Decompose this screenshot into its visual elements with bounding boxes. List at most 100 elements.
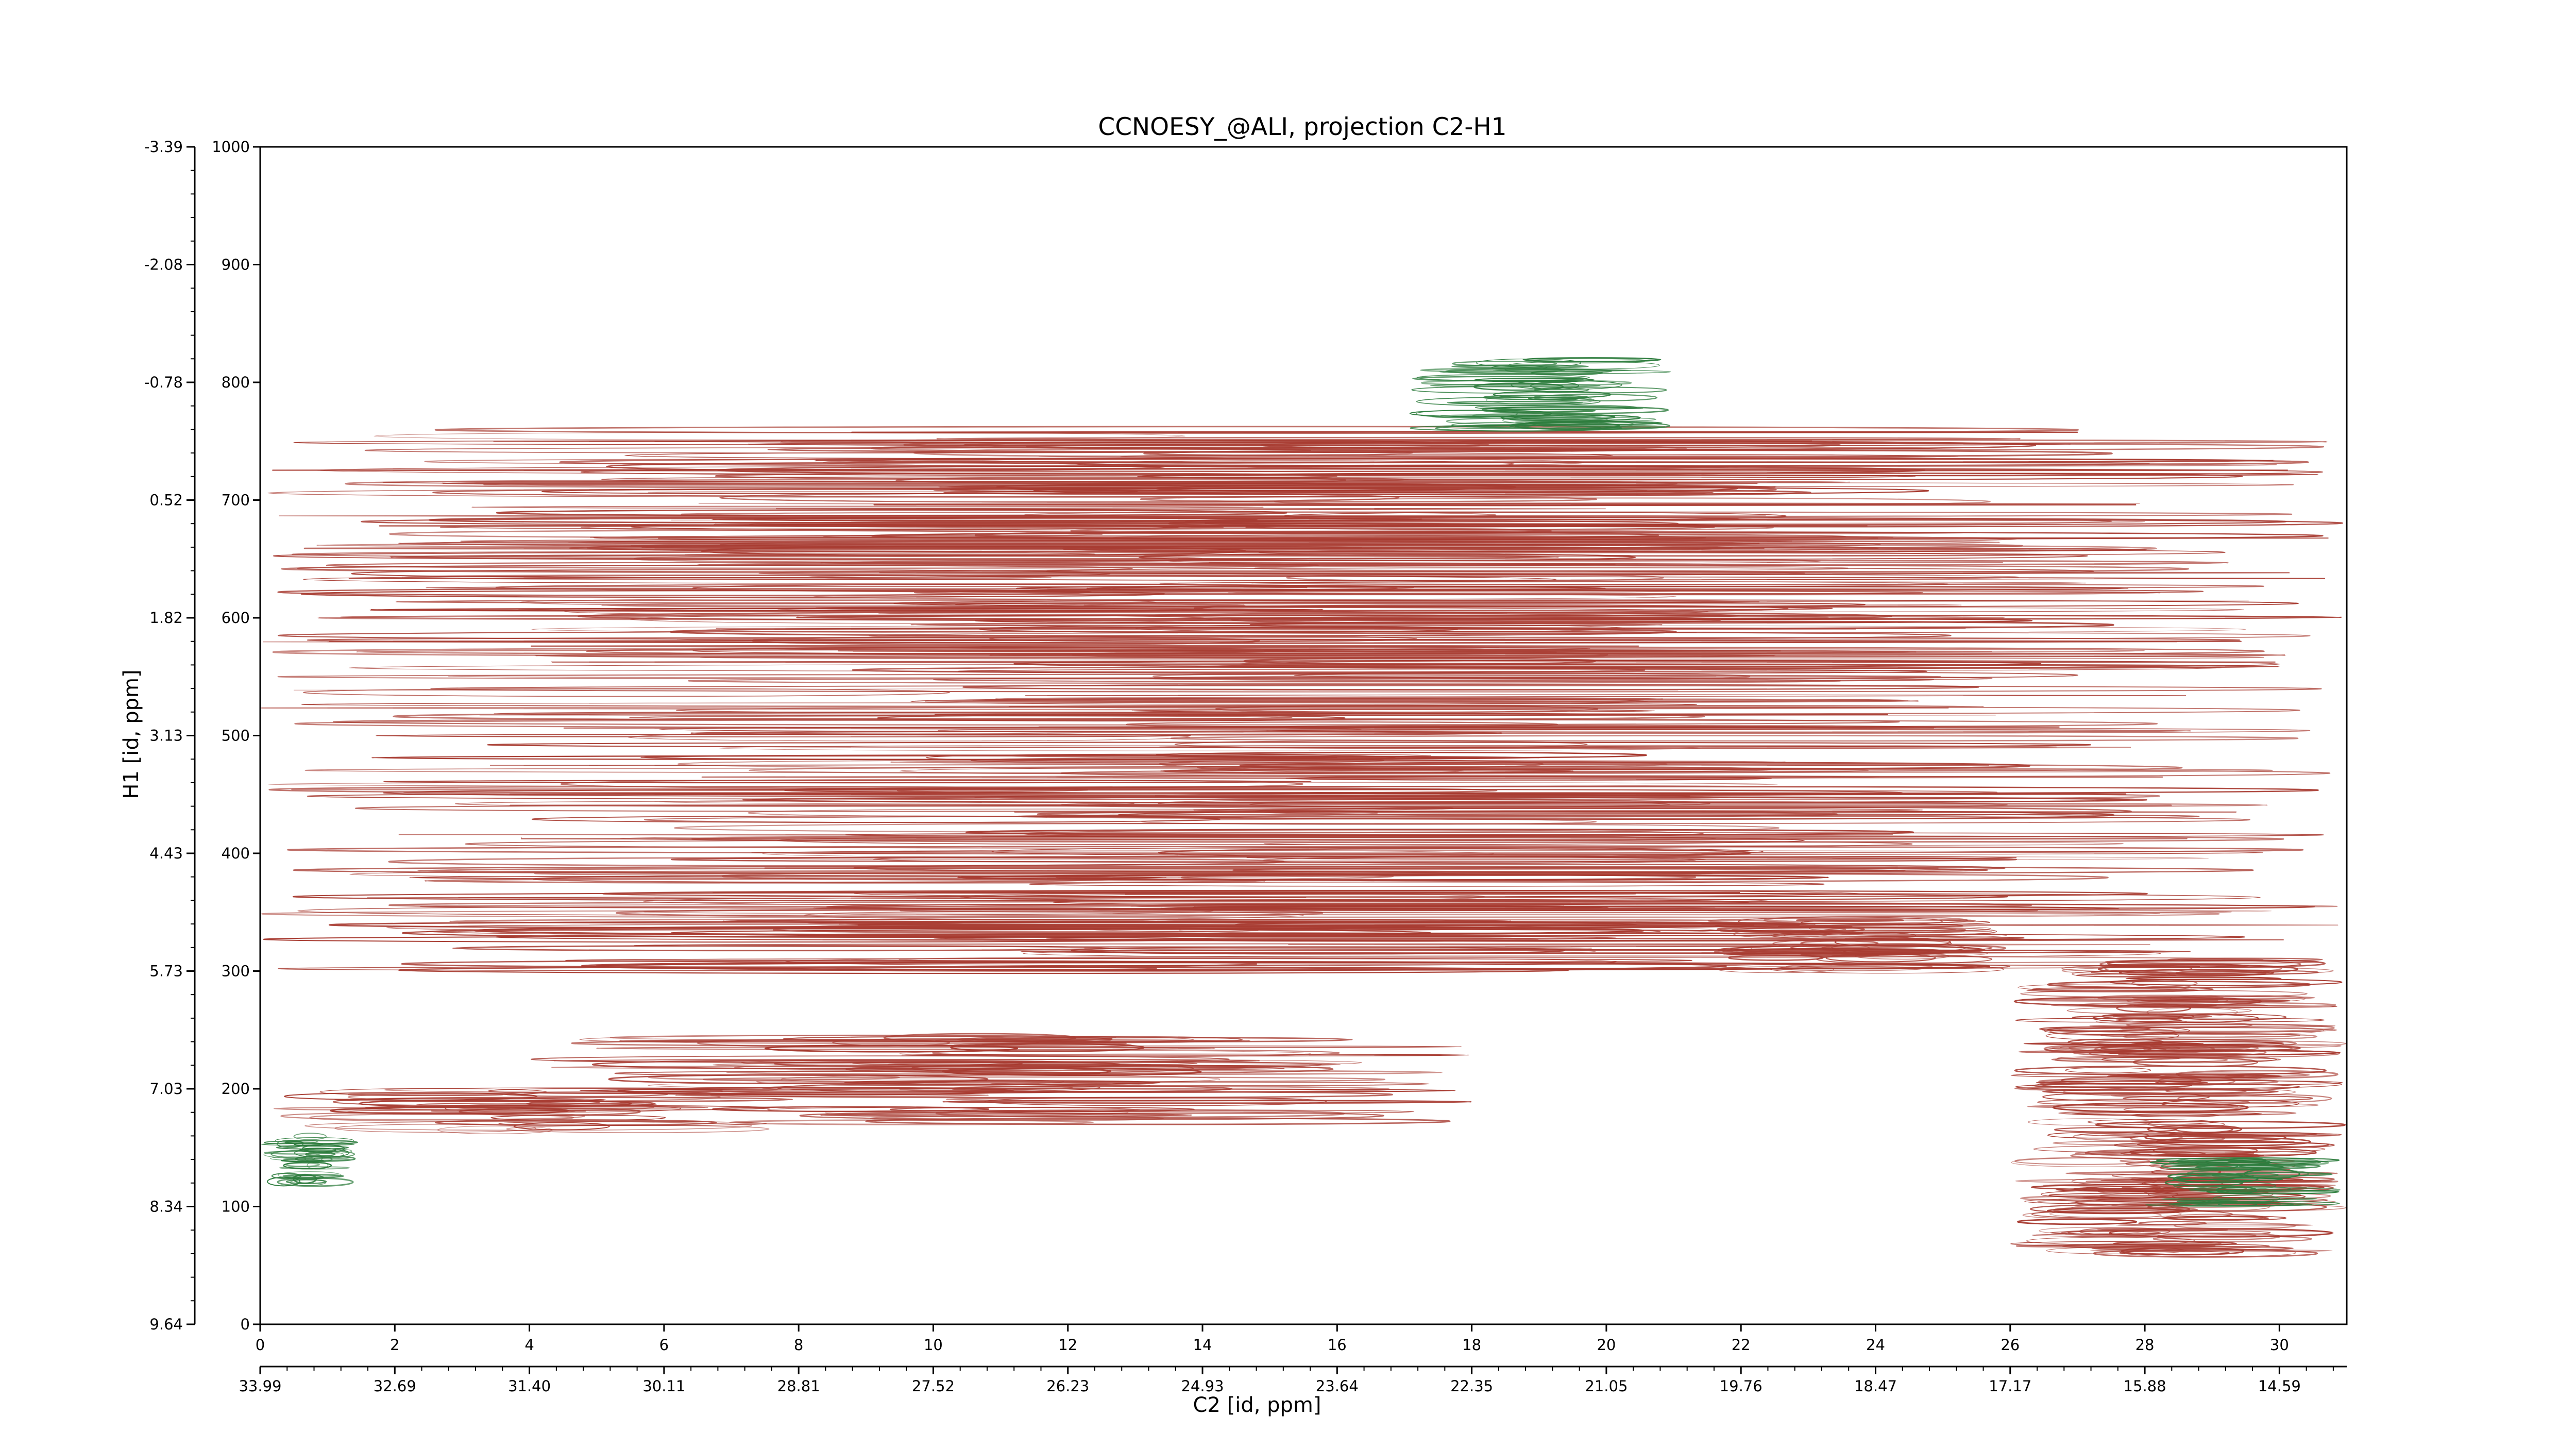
contour-line <box>509 792 2127 796</box>
contour-line <box>276 1140 304 1148</box>
contour-line <box>950 485 1777 494</box>
contour-line <box>1717 945 1986 955</box>
contour-line <box>957 668 1928 674</box>
ppm-tick-label: 33.99 <box>239 1377 281 1395</box>
contour-line <box>962 684 1979 690</box>
contour-line <box>659 727 1362 732</box>
contour-line <box>283 1161 332 1170</box>
contour-line <box>1020 949 2191 954</box>
contour-line <box>2116 1224 2313 1226</box>
contour-line <box>1249 620 2114 630</box>
contour-line <box>756 1079 1064 1085</box>
contour-line <box>2119 1026 2324 1035</box>
contour-line <box>447 674 1717 679</box>
contour-line <box>2015 1018 2182 1023</box>
contour-line <box>2186 1169 2310 1178</box>
contour-line <box>285 1162 320 1167</box>
contour-line <box>531 815 1221 823</box>
y-index-tick-label: 0 <box>241 1316 250 1333</box>
contour-line <box>510 803 2172 807</box>
contour-line <box>819 559 2229 566</box>
y-index-tick-label: 500 <box>222 727 250 745</box>
contour-line <box>899 768 1465 774</box>
contour-line <box>930 645 1500 650</box>
contour-line <box>2132 1057 2259 1067</box>
contour-line <box>1025 694 2187 697</box>
contour-line <box>1074 460 1515 468</box>
contour-line <box>1718 966 1834 973</box>
contour-line <box>1240 660 2280 668</box>
contour-line <box>994 697 1664 701</box>
contour-line <box>417 867 1906 874</box>
contour-line <box>1416 397 1601 407</box>
contour-line <box>799 1111 1384 1120</box>
contour-line <box>1420 379 1632 386</box>
contour-line <box>752 636 1260 646</box>
y-index-tick-label: 1000 <box>212 138 250 156</box>
contour-line <box>1083 947 1593 950</box>
contour-line <box>304 1121 752 1131</box>
ppm-tick-label: -2.08 <box>144 256 183 274</box>
contour-line <box>2045 1031 2179 1040</box>
ppm-tick-label: 3.13 <box>149 727 183 745</box>
contour-line <box>2207 1199 2275 1204</box>
contour-line <box>2140 999 2291 1003</box>
contour-line <box>627 733 1191 742</box>
contour-line <box>1131 709 1655 713</box>
contour-line <box>1720 930 1992 933</box>
contour-line <box>471 506 1264 509</box>
contour-line <box>349 870 1477 878</box>
contour-line <box>1243 657 1596 665</box>
contour-line <box>609 1034 1116 1041</box>
contour-line <box>1473 382 1564 391</box>
x-index-tick-label: 26 <box>2001 1336 2020 1354</box>
contour-line <box>270 1149 355 1159</box>
contour-line <box>2049 1231 2161 1235</box>
ppm-tick-label: 28.81 <box>777 1377 820 1395</box>
contour-line <box>263 1151 333 1155</box>
contour-line <box>369 608 1324 612</box>
contour-line <box>2073 1132 2183 1141</box>
contour-line <box>1801 919 1990 925</box>
contour-line <box>1717 963 2010 970</box>
contour-line <box>1008 704 1985 709</box>
contour-line <box>565 958 1692 963</box>
contour-line <box>822 937 2284 942</box>
contour-line <box>2010 1241 2222 1246</box>
contour-line <box>1714 948 1950 956</box>
contour-line <box>2177 1093 2332 1103</box>
x-index-tick-label: 4 <box>524 1336 534 1354</box>
contour-line <box>1274 497 1991 506</box>
contour-line <box>374 432 1185 440</box>
contour-line <box>332 718 1900 726</box>
ppm-tick-label: 23.64 <box>1316 1377 1359 1395</box>
contour-line <box>349 664 2222 672</box>
x-index-tick-label: 18 <box>1462 1336 1481 1354</box>
contour-line <box>2109 979 2343 986</box>
contour-line <box>267 1176 301 1187</box>
contour-line <box>263 639 2178 644</box>
contour-line <box>1233 535 2018 543</box>
contour-line <box>1209 561 2003 564</box>
contour-line <box>488 1088 723 1094</box>
contour-line <box>2161 1216 2269 1220</box>
contour-line <box>1446 417 1611 425</box>
contour-line <box>1262 856 1696 864</box>
contour-line <box>2043 1026 2190 1035</box>
contour-line <box>2027 1104 2239 1109</box>
contour-line <box>2018 984 2192 991</box>
contour-line <box>2068 1043 2259 1053</box>
contour-line <box>957 1046 1462 1048</box>
contour-line <box>531 1055 1230 1064</box>
contour-line <box>2037 1080 2343 1089</box>
contour-line <box>596 1047 1216 1050</box>
contour-line <box>2101 1055 2277 1064</box>
contour-line <box>2100 1033 2300 1038</box>
contour-line <box>2138 1221 2207 1225</box>
contour-line <box>1844 937 1915 940</box>
contour-line <box>294 1142 324 1147</box>
ppm-tick-label: 8.34 <box>149 1198 183 1216</box>
contour-line <box>430 685 2322 693</box>
y-index-tick-label: 600 <box>222 609 250 627</box>
